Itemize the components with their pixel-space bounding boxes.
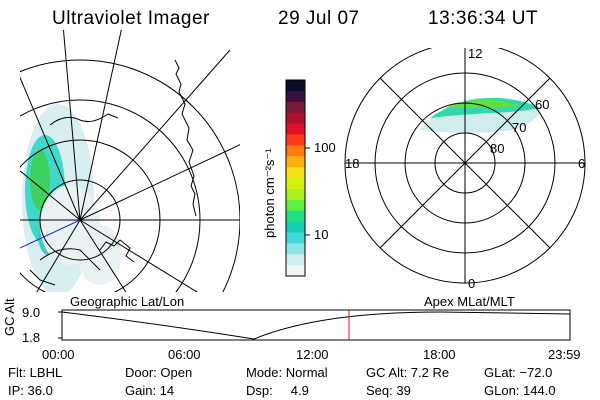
colorbar-segment [286,254,305,266]
status-seq: Seq: 39 [366,383,411,398]
timeline-ylabel: GC Alt [2,298,17,336]
app-title: Ultraviolet Imager [52,8,210,29]
colorbar-segment [286,101,305,114]
status-glat: GLat: −72.0 [484,365,553,380]
colorbar-units-label: photon cm⁻²s⁻¹ [262,148,277,238]
timeline-ytick-max: 9.0 [22,305,41,320]
colorbar-segment [286,112,305,125]
colorbar-segment [286,90,305,103]
colorbar-tick-100: 100 [314,140,336,155]
colorbar-segment [286,178,305,190]
colorbar-segment [286,210,305,223]
aurora-emission-mag [420,97,542,133]
timeline-xtick-2359: 23:59 [548,347,581,362]
colorbar-segment [286,221,305,233]
mlat-label-60: 60 [535,97,550,112]
colorbar-segment [286,243,305,255]
mlt-label-18: 18 [345,156,360,171]
colorbar-segment [286,167,305,179]
orbit-altitude-timeline [58,309,571,341]
colorbar-segment [286,145,305,157]
colorbar-segment [286,156,305,168]
timeline-xtick-1200: 12:00 [296,347,329,362]
header-date: 29 Jul 07 [278,8,360,29]
mlat-label-70: 70 [512,120,527,135]
mlt-label-12: 12 [468,46,483,61]
colorbar-tick-10: 10 [314,227,329,242]
colorbar-segment [286,199,305,212]
colorbar-segment [286,188,305,201]
magnetic-polar-panel [344,48,586,284]
status-mode: Mode: Normal [246,365,328,380]
colorbar-segment [286,123,305,135]
status-filter: Flt: LBHL [8,365,63,380]
left-panel-caption: Geographic Lat/Lon [70,294,185,309]
mlt-label-0: 0 [468,276,476,291]
status-door: Door: Open [125,365,193,380]
colorbar-segment [286,265,305,277]
right-panel-caption: Apex MLat/MLT [424,294,515,309]
colorbar-segment [286,134,305,146]
colorbar-segment [286,80,305,92]
geographic-map-panel [20,30,240,292]
header-time: 13:36:34 UT [428,8,539,29]
timeline-xtick-0000: 00:00 [42,347,75,362]
status-glon: GLon: 144.0 [484,383,556,398]
status-dsp: Dsp: 4.9 [246,383,309,398]
status-gain: Gain: 14 [125,383,175,398]
timeline-xtick-1800: 18:00 [423,347,456,362]
status-gc-alt: GC Alt: 7.2 Re [366,365,450,380]
timeline-ytick-min: 1.8 [22,330,41,345]
timeline-xtick-0600: 06:00 [168,347,201,362]
color-scale-bar [285,79,310,277]
mlt-label-6: 6 [578,156,586,171]
status-ip: IP: 36.0 [8,383,53,398]
colorbar-segment [286,232,305,244]
mlat-label-80: 80 [490,141,505,156]
